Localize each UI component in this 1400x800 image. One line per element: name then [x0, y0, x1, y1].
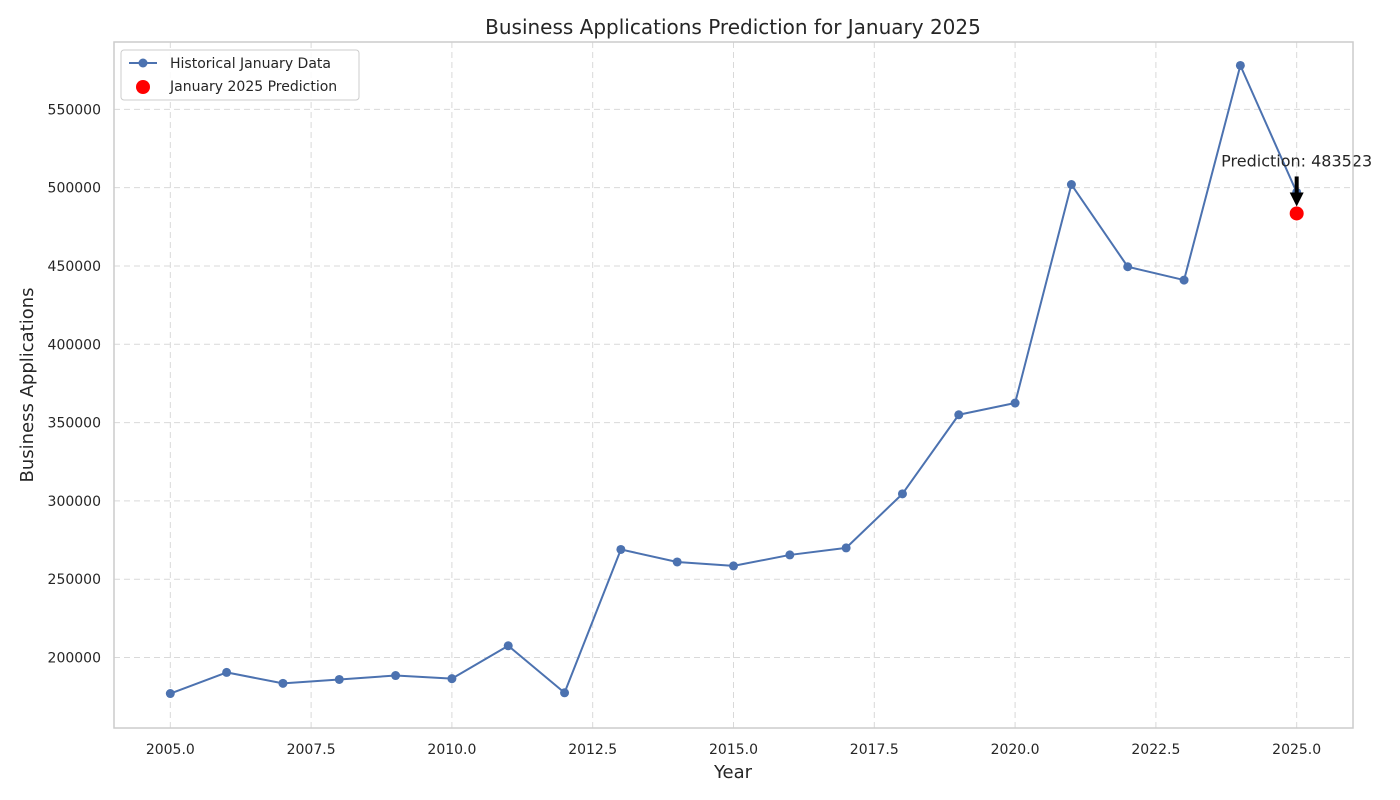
legend-historical-label: Historical January Data	[170, 56, 331, 72]
historical-data-point	[391, 671, 401, 681]
legend-prediction-marker	[136, 80, 150, 94]
series-layer	[165, 60, 1304, 699]
x-axis-label: Year	[713, 762, 753, 783]
legend-historical-marker	[138, 58, 148, 68]
historical-data-point	[334, 674, 344, 684]
annotation-layer: Prediction: 483523	[1221, 151, 1372, 207]
x-tick-label: 2022.5	[1131, 742, 1180, 758]
historical-data-point	[954, 410, 964, 420]
historical-data-point	[616, 544, 626, 554]
plot-frame	[113, 41, 1354, 729]
historical-data-point	[560, 688, 570, 698]
historical-data-point	[447, 674, 457, 684]
grid-layer	[114, 42, 1353, 728]
historical-data-point	[1235, 60, 1245, 70]
legend: Historical January Data January 2025 Pre…	[120, 49, 360, 101]
historical-data-point	[503, 641, 513, 651]
y-tick-label: 450000	[48, 259, 101, 275]
y-tick-label: 350000	[48, 416, 101, 432]
historical-data-point	[1066, 180, 1076, 190]
y-tick-label: 400000	[48, 337, 101, 353]
historical-data-point	[841, 543, 851, 553]
x-tick-label: 2005.0	[146, 742, 195, 758]
tick-layer: 2005.0 2007.5 2010.0 2012.5 2015.0 2017.5 2020…	[48, 102, 1322, 758]
x-tick-label: 2015.0	[709, 742, 758, 758]
historical-data-point	[729, 561, 738, 571]
historical-data-point	[785, 550, 795, 560]
y-tick-label: 200000	[48, 651, 101, 667]
y-tick-label: 550000	[48, 102, 101, 118]
prediction-data-point	[1289, 206, 1304, 221]
historical-data-point	[222, 667, 232, 677]
historical-data-point	[672, 557, 682, 567]
prediction-annotation-text: Prediction: 483523	[1221, 151, 1372, 170]
x-tick-label: 2010.0	[427, 742, 476, 758]
x-tick-label: 2025.0	[1272, 742, 1321, 758]
legend-prediction-label: January 2025 Prediction	[169, 79, 337, 95]
chart-title: Business Applications Prediction for Jan…	[485, 15, 981, 39]
x-tick-label: 2007.5	[287, 742, 336, 758]
historical-data-point	[1010, 398, 1020, 408]
x-tick-label: 2020.0	[991, 742, 1040, 758]
historical-data-point	[897, 489, 907, 499]
x-tick-label: 2017.5	[850, 742, 899, 758]
historical-data-point	[1123, 262, 1133, 272]
prediction-arrow-head	[1289, 192, 1304, 207]
historical-data-point	[278, 678, 288, 688]
y-tick-label: 500000	[48, 181, 101, 197]
legend-box	[120, 49, 360, 101]
x-tick-label: 2012.5	[568, 742, 617, 758]
y-tick-label: 300000	[48, 494, 101, 510]
y-tick-label: 250000	[48, 572, 101, 588]
historical-data-point	[165, 689, 175, 699]
y-axis-label: Business Applications	[17, 287, 38, 482]
historical-data-point	[1179, 275, 1189, 285]
